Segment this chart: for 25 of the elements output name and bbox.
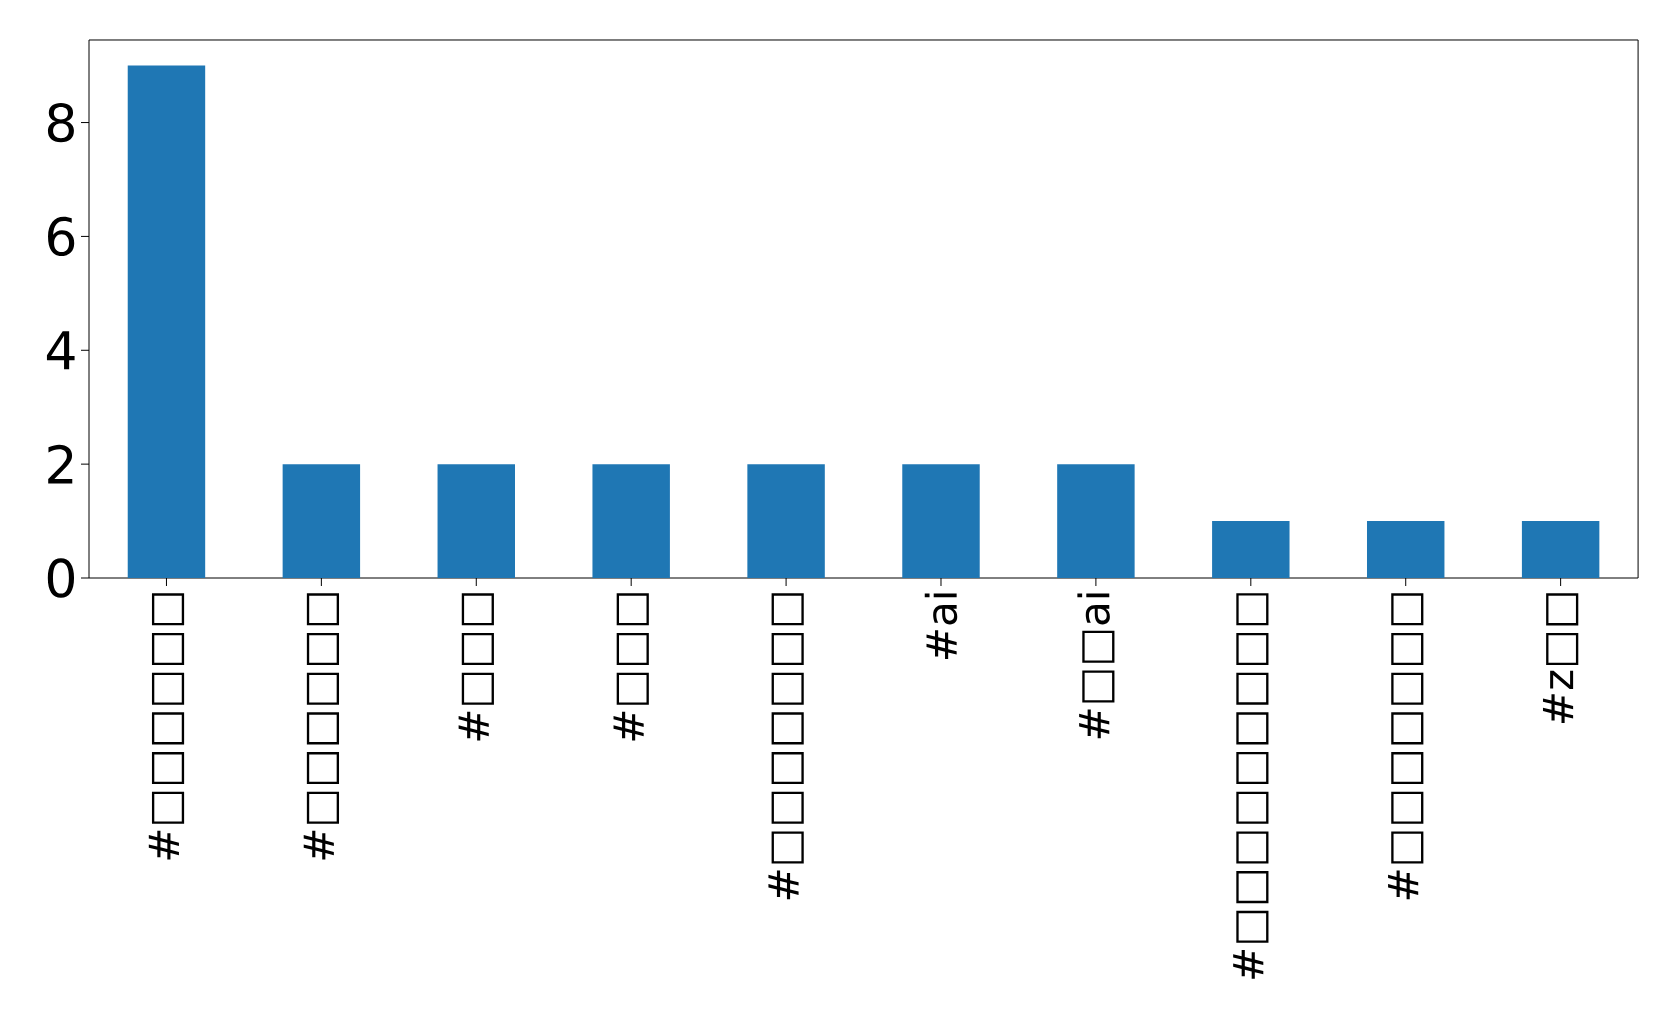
x-tick-label: #ai — [924, 593, 958, 659]
x-tick-label: #□□□ — [458, 593, 494, 741]
bar — [902, 464, 980, 578]
bar — [592, 464, 670, 578]
y-tick-label: 8 — [47, 102, 74, 143]
x-tick-label: #□□□ — [613, 593, 649, 741]
bar — [127, 65, 206, 578]
x-tick-label: #□□□□□□□ — [768, 593, 804, 900]
bar — [437, 464, 515, 578]
bar — [282, 464, 361, 578]
y-tick-label: 2 — [48, 444, 73, 484]
bar — [1521, 521, 1600, 578]
x-tick-label: #□□□□□□ — [148, 593, 185, 860]
x-tick-label: #□□□□□□ — [303, 593, 340, 860]
bar — [1366, 521, 1445, 578]
y-tick-label: 0 — [47, 558, 75, 598]
bar — [1057, 464, 1135, 578]
y-tick-label: 6 — [48, 216, 75, 257]
x-tick-label: #□□□□□□□ — [1388, 593, 1424, 900]
bar — [1212, 521, 1290, 578]
y-tick-label: 4 — [46, 331, 75, 370]
x-tick-label: #z□□ — [1542, 593, 1579, 723]
bar — [747, 464, 825, 578]
x-tick-label: #□□ai — [1077, 593, 1115, 739]
x-tick-label: #□□□□□□□□□ — [1233, 593, 1269, 979]
